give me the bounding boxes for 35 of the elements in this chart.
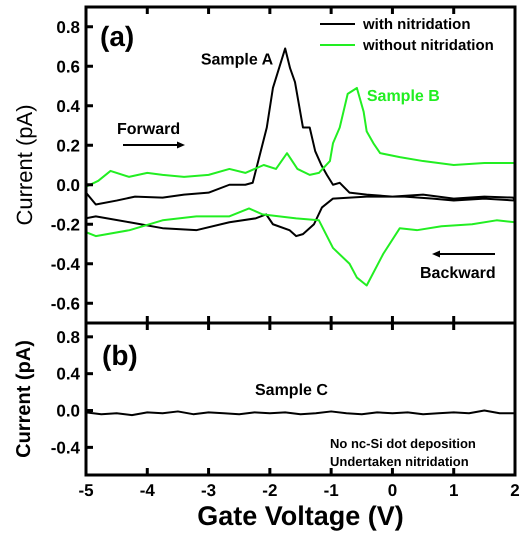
y-tick-label: -0.6: [50, 294, 80, 314]
x-tick-label: -1: [324, 481, 339, 500]
annotation: Sample C: [255, 382, 328, 399]
x-tick-label: -5: [78, 481, 94, 500]
x-axis-title: Gate Voltage (V): [197, 501, 404, 531]
x-tick-label: -4: [140, 481, 156, 500]
x-tick-label: -2: [262, 481, 278, 500]
annotation: No nc-Si dot deposition: [330, 436, 476, 451]
annotation: Sample A: [200, 51, 274, 68]
x-tick-label: 0: [388, 481, 398, 500]
x-tick-label: -3: [201, 481, 216, 500]
line-series: [86, 86, 515, 286]
y-tick-label: 0.4: [56, 96, 81, 116]
y-axis-title: Current (pA): [13, 340, 35, 458]
y-axis-title: Current (pA): [12, 104, 37, 226]
annotation: (a): [100, 21, 134, 52]
annotation: Forward: [117, 121, 180, 138]
y-tick-label: -0.4: [50, 438, 81, 458]
y-tick-label: 0.8: [56, 328, 80, 347]
y-tick-label: 0.8: [56, 18, 80, 37]
y-tick-label: -0.2: [50, 215, 80, 234]
y-tick-label: 0.2: [56, 136, 80, 156]
annotation: (b): [102, 340, 138, 371]
legend-label: with nitridation: [362, 16, 470, 33]
y-tick-label: -0.4: [50, 254, 81, 274]
annotation: Undertaken nitridation: [330, 454, 469, 469]
legend-label: without nitridation: [362, 37, 494, 54]
annotation: Sample B: [366, 88, 440, 105]
y-tick-label: 0.0: [56, 402, 80, 421]
y-tick-label: 0.6: [56, 57, 80, 76]
annotation: Backward: [420, 265, 496, 282]
y-tick-label: 0.0: [56, 176, 80, 195]
y-tick-label: 0.4: [56, 364, 81, 384]
x-tick-label: 2: [510, 481, 520, 500]
x-tick-label: 1: [448, 481, 458, 500]
